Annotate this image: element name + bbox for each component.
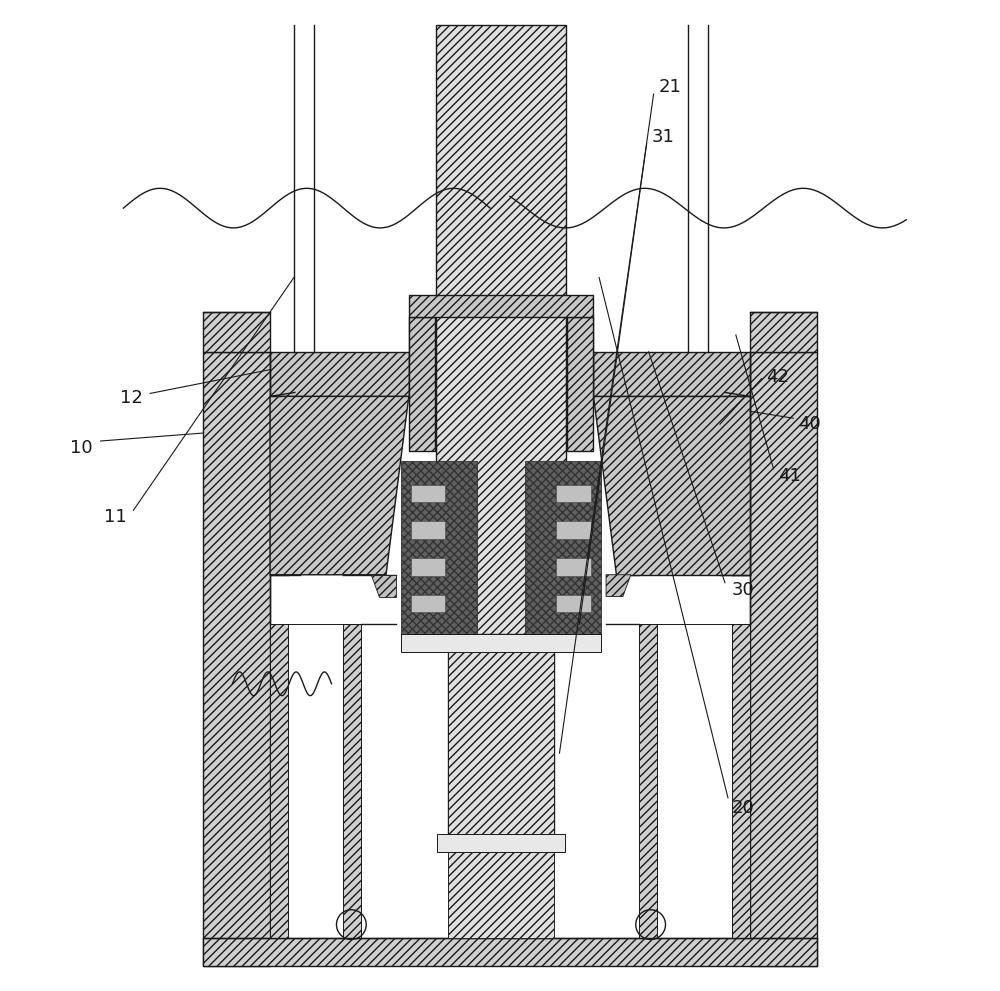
Polygon shape bbox=[409, 317, 435, 451]
Polygon shape bbox=[556, 595, 591, 612]
Polygon shape bbox=[448, 852, 554, 938]
Polygon shape bbox=[732, 624, 750, 938]
Text: 10: 10 bbox=[70, 439, 93, 457]
Text: 31: 31 bbox=[652, 128, 675, 146]
Polygon shape bbox=[411, 521, 445, 539]
Polygon shape bbox=[371, 575, 396, 597]
Text: 21: 21 bbox=[659, 78, 682, 96]
Polygon shape bbox=[409, 295, 593, 317]
Polygon shape bbox=[343, 624, 361, 938]
Polygon shape bbox=[639, 624, 657, 938]
Polygon shape bbox=[437, 834, 565, 852]
Polygon shape bbox=[203, 938, 817, 966]
Polygon shape bbox=[556, 485, 591, 502]
Polygon shape bbox=[556, 558, 591, 576]
Polygon shape bbox=[411, 595, 445, 612]
Polygon shape bbox=[750, 312, 817, 352]
Polygon shape bbox=[411, 558, 445, 576]
Polygon shape bbox=[203, 352, 270, 966]
Text: 20: 20 bbox=[731, 799, 754, 817]
Polygon shape bbox=[203, 312, 270, 352]
Polygon shape bbox=[401, 461, 477, 634]
Polygon shape bbox=[567, 317, 593, 451]
Polygon shape bbox=[448, 634, 554, 938]
Text: 12: 12 bbox=[120, 389, 143, 407]
Polygon shape bbox=[270, 396, 409, 575]
Polygon shape bbox=[401, 634, 601, 652]
Polygon shape bbox=[593, 396, 750, 575]
Polygon shape bbox=[525, 461, 601, 634]
Text: 42: 42 bbox=[766, 368, 789, 385]
Polygon shape bbox=[556, 521, 591, 539]
Polygon shape bbox=[270, 352, 409, 396]
Polygon shape bbox=[411, 485, 445, 502]
Polygon shape bbox=[606, 575, 631, 597]
Polygon shape bbox=[750, 352, 817, 966]
Polygon shape bbox=[270, 624, 288, 938]
Text: 11: 11 bbox=[104, 508, 127, 526]
Text: 30: 30 bbox=[731, 581, 754, 599]
Text: 41: 41 bbox=[778, 467, 801, 485]
Text: 40: 40 bbox=[798, 415, 821, 433]
Polygon shape bbox=[436, 25, 566, 634]
Polygon shape bbox=[593, 352, 750, 396]
